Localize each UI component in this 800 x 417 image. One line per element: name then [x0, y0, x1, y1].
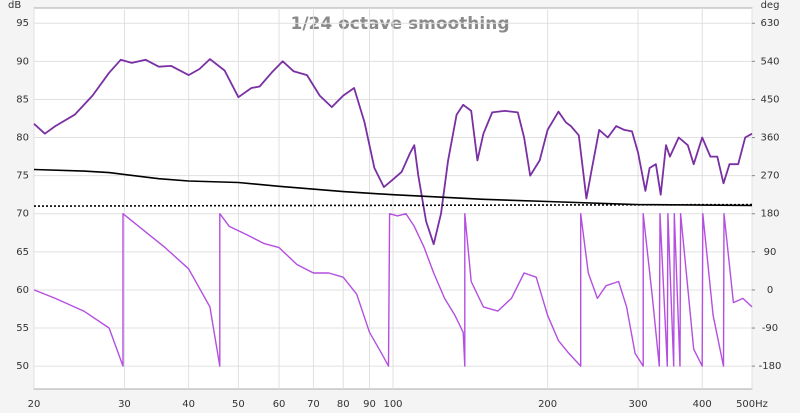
x-tick-label: 60 — [273, 399, 286, 410]
series-line — [33, 168, 753, 207]
series-line — [33, 58, 753, 246]
y-tick-label: 95 — [16, 18, 29, 29]
y-tick-label: 50 — [16, 361, 29, 372]
y-tick-label: 70 — [16, 209, 29, 220]
x-tick-label: 200 — [538, 399, 557, 410]
x-tick-label: 30 — [118, 399, 131, 410]
y-tick-label: 80 — [16, 133, 29, 144]
y2-tick-label: -90 — [762, 323, 778, 334]
y-tick-label: 55 — [16, 323, 29, 334]
x-tick-label: 400 — [693, 399, 712, 410]
y-tick-label: 75 — [16, 171, 29, 182]
x-tick-label: 300 — [629, 399, 648, 410]
x-tick-label: 100 — [383, 399, 402, 410]
x-tick-label: 70 — [307, 399, 320, 410]
y2-tick-label: 630 — [760, 18, 779, 29]
y2-tick-label: 450 — [760, 94, 779, 105]
chart-title: 1/24 octave smoothing — [290, 14, 509, 34]
y2-tick-label: 90 — [764, 247, 777, 258]
y2-tick-label: 540 — [760, 56, 779, 67]
y2-axis-label: deg — [761, 0, 780, 11]
x-tick-label: 80 — [337, 399, 350, 410]
y-tick-label: 60 — [16, 285, 29, 296]
x-tick-label: 20 — [28, 399, 41, 410]
y-axis-label: dB — [8, 0, 21, 11]
y2-tick-label: 180 — [760, 209, 779, 220]
y2-tick-label: 360 — [760, 133, 779, 144]
y-tick-label: 65 — [16, 247, 29, 258]
y-tick-label: 85 — [16, 94, 29, 105]
y2-tick-label: 270 — [760, 171, 779, 182]
y2-tick-label: 0 — [767, 285, 773, 296]
x-tick-label: 40 — [182, 399, 195, 410]
x-tick-label: 50 — [232, 399, 245, 410]
series-line — [33, 213, 753, 367]
x-tick-label: 90 — [363, 399, 376, 410]
y-tick-label: 90 — [16, 56, 29, 67]
y2-tick-label: -180 — [759, 361, 782, 372]
x-tick-label: 500Hz — [736, 399, 768, 410]
